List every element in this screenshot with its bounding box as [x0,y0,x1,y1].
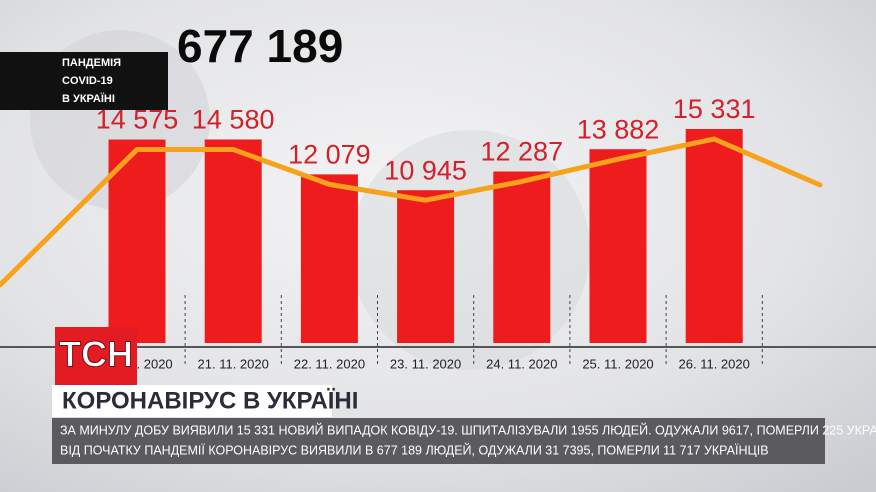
banner-box [52,385,332,417]
trend-line [134,136,717,203]
x-tick-label: 21. 11. 2020 [198,356,269,371]
x-tick-label: 22. 11. 2020 [294,356,365,371]
bar [204,139,262,343]
bar [397,190,455,343]
x-tick-label: 23. 11. 2020 [390,356,461,371]
label-line: ПАНДЕМІЯ [62,57,121,69]
ticker-line: ВІД ПОЧАТКУ ПАНДЕМІЇ КОРОНАВІРУС ВИЯВИЛИ… [60,442,769,457]
x-tick-label: 26. 11. 2020 [679,356,750,371]
value-label: 12 287 [481,137,564,167]
bar [589,149,647,343]
bar [493,171,551,343]
bar [300,174,358,343]
banner: КОРОНАВІРУС В УКРАЇНІ [62,387,358,414]
total: 677 189 [177,20,343,72]
x-tick-label: 25. 11. 2020 [582,356,653,371]
line-tail [0,147,140,288]
label-box [0,52,168,110]
label-line: COVID-19 [62,75,113,87]
logo: ТСН [59,334,133,375]
ticker-line: ЗА МИНУЛУ ДОБУ ВИЯВИЛИ 15 331 НОВИЙ ВИПА… [60,422,876,437]
value-label: 14 575 [96,105,179,135]
label-line: В УКРАЇНІ [62,92,115,105]
line-tail [711,136,823,188]
bar [108,139,166,343]
value-label: 13 882 [577,114,660,144]
value-label: 10 945 [384,155,467,185]
x-tick-label: 24. 11. 2020 [486,356,557,371]
value-label: 14 580 [192,105,275,135]
value-label: 12 079 [288,140,371,170]
ticker-box [52,418,825,464]
value-label: 15 331 [673,94,756,124]
logo-box [55,327,137,385]
bar [685,129,743,343]
